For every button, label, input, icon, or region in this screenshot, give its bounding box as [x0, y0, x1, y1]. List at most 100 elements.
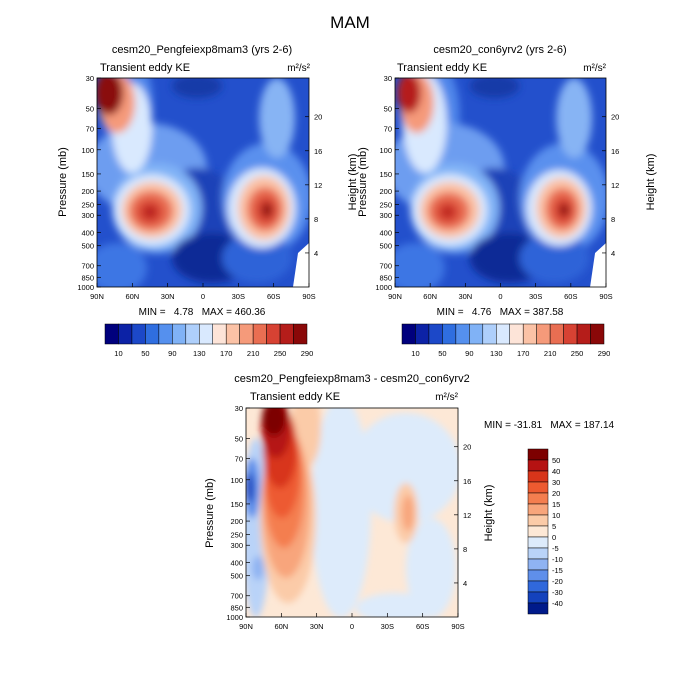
figure-title: MAM	[330, 13, 370, 32]
y-tick-label: 400	[230, 558, 243, 567]
y-right-tick-label: 8	[463, 545, 467, 554]
y-tick-label: 50	[235, 434, 243, 443]
y-right-tick-label: 12	[314, 181, 322, 190]
y-right-tick-label: 12	[611, 181, 619, 190]
colorbar-box	[527, 591, 549, 604]
y-tick-label: 100	[230, 476, 243, 485]
panel-3-variable-label: Transient eddy KE	[250, 391, 340, 403]
x-tick-label: 30S	[381, 622, 394, 631]
colorbar-box	[590, 323, 605, 345]
y-tick-label: 400	[81, 228, 94, 237]
panel-3-units: m²/s²	[435, 392, 458, 403]
x-tick-label: 0	[350, 622, 354, 631]
y-tick-label: 1000	[77, 283, 94, 292]
colorbar-box	[158, 323, 173, 345]
colorbar-label: 10	[552, 511, 560, 520]
panel-2: cesm20_con6yrv2 (yrs 2-6) Transient eddy…	[357, 44, 657, 358]
colorbar-label: 90	[168, 349, 176, 358]
x-tick-label: 90S	[451, 622, 464, 631]
colorbar-box	[563, 323, 578, 345]
colorbar-box	[549, 323, 564, 345]
colorbar-label: 40	[552, 467, 560, 476]
x-tick-label: 90N	[90, 292, 104, 301]
colorbar-box	[455, 323, 470, 345]
y-tick-label: 30	[86, 74, 94, 83]
panel-2-colorbar: 10 50 90 130 170 210 250 290	[401, 323, 610, 358]
x-tick-label: 30S	[529, 292, 542, 301]
y-tick-label: 70	[86, 125, 94, 134]
panel-2-variable-label: Transient eddy KE	[397, 62, 487, 74]
y-tick-label: 1000	[375, 283, 392, 292]
colorbar-box	[527, 547, 549, 560]
y-tick-label: 150	[230, 500, 243, 509]
colorbar-label: 20	[552, 489, 560, 498]
colorbar-box	[239, 323, 254, 345]
y-tick-label: 700	[230, 592, 243, 601]
x-tick-label: 60N	[423, 292, 437, 301]
y-tick-label: 300	[81, 211, 94, 220]
y-tick-label: 700	[379, 262, 392, 271]
y-tick-label: 30	[384, 74, 392, 83]
y-right-tick-label: 20	[314, 113, 322, 122]
colorbar-box	[199, 323, 213, 345]
panel-1-units: m²/s²	[287, 63, 310, 74]
colorbar-box	[527, 536, 549, 549]
colorbar-box	[118, 323, 133, 345]
colorbar-box	[252, 323, 267, 345]
colorbar-box	[212, 323, 227, 345]
colorbar-label: 5	[552, 522, 556, 531]
panel-3-stats: MIN = -31.81 MAX = 187.14	[484, 420, 615, 431]
colorbar-box	[401, 323, 416, 345]
panel-1-colorbar: 10 50 90 130 170 210 250 290	[104, 323, 313, 358]
colorbar-box	[469, 323, 484, 345]
panel-2-units: m²/s²	[583, 63, 606, 74]
y-tick-label: 700	[81, 262, 94, 271]
colorbar-label: 30	[552, 478, 560, 487]
y-tick-label: 70	[384, 125, 392, 134]
y-tick-label: 500	[379, 242, 392, 251]
y-right-tick-label: 12	[463, 511, 471, 520]
y-right-tick-label: 20	[611, 113, 619, 122]
panel-2-x-ticks: 90N 60N 30N 0 30S 60S 90S	[388, 283, 613, 301]
x-tick-label: 60S	[416, 622, 429, 631]
colorbar-box	[293, 323, 308, 345]
y-tick-label: 200	[81, 187, 94, 196]
colorbar-box	[266, 323, 281, 345]
colorbar-label: 210	[544, 349, 557, 358]
y-right-tick-label: 4	[314, 249, 318, 258]
panel-3-plot	[246, 408, 458, 617]
panel-1: cesm20_Pengfeiexp8mam3 (yrs 2-6) Transie…	[57, 44, 359, 358]
y-tick-label: 200	[230, 517, 243, 526]
y-tick-label: 250	[230, 530, 243, 539]
colorbar-box	[104, 323, 119, 345]
y-right-tick-label: 16	[463, 477, 471, 486]
y-tick-label: 30	[235, 404, 243, 413]
y-tick-label: 300	[230, 541, 243, 550]
panel-2-y-ticks-right: 20 16 12 8 4	[602, 113, 619, 258]
colorbar-box	[527, 514, 549, 527]
panel-1-stats: MIN = 4.78 MAX = 460.36	[139, 307, 266, 318]
colorbar-box	[509, 323, 524, 345]
x-tick-label: 30N	[310, 622, 324, 631]
colorbar-box	[225, 323, 240, 345]
colorbar-label: 90	[465, 349, 473, 358]
x-tick-label: 60N	[125, 292, 139, 301]
panel-3-title: cesm20_Pengfeiexp8mam3 - cesm20_con6yrv2	[234, 373, 469, 385]
colorbar-box	[527, 525, 549, 538]
y-right-tick-label: 8	[314, 215, 318, 224]
colorbar-box	[131, 323, 146, 345]
y-tick-label: 500	[230, 572, 243, 581]
colorbar-label: -20	[552, 577, 563, 586]
y-right-tick-label: 4	[463, 579, 467, 588]
panel-1-y-ticks-right: 20 16 12 8 4	[305, 113, 322, 258]
colorbar-box	[482, 323, 497, 345]
y-tick-label: 50	[86, 104, 94, 113]
y-tick-label: 70	[235, 455, 243, 464]
x-tick-label: 60S	[564, 292, 577, 301]
x-tick-label: 90S	[599, 292, 612, 301]
panel-1-title: cesm20_Pengfeiexp8mam3 (yrs 2-6)	[112, 44, 292, 56]
